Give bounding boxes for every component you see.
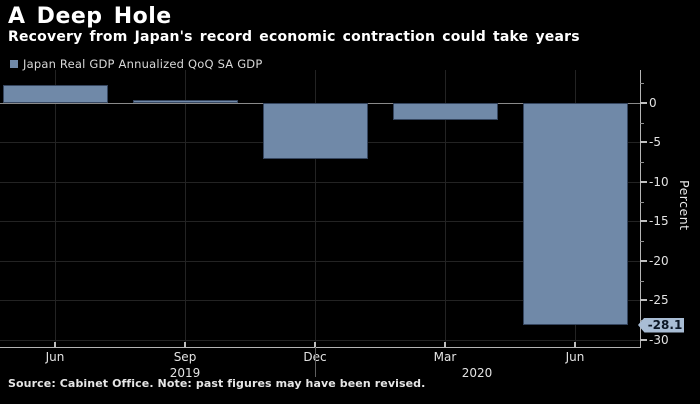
bar-jun-2020	[522, 102, 628, 325]
y-tick-label: -20	[649, 253, 669, 268]
y-tick-label: -5	[649, 135, 661, 150]
x-tick-label: Jun	[45, 350, 65, 364]
year-label: 2020	[461, 366, 493, 380]
y-tick	[640, 141, 647, 144]
gridline-horizontal	[0, 300, 640, 302]
source-note: Source: Cabinet Office. Note: past figur…	[8, 377, 426, 390]
year-label: 2019	[169, 366, 201, 380]
bar-jun-2019	[2, 85, 108, 103]
y-tick	[640, 101, 647, 104]
y-tick-label: -10	[649, 174, 669, 189]
y-tick	[640, 259, 647, 262]
gridline-vertical	[315, 70, 316, 347]
gridline-horizontal	[0, 260, 640, 262]
y-tick-label: -30	[649, 333, 669, 347]
y-axis-title: Percent	[677, 180, 692, 231]
x-tick-label: Jun	[565, 350, 585, 364]
y-minor-tick	[640, 162, 644, 163]
y-axis-line	[640, 70, 641, 347]
y-tick	[640, 220, 647, 223]
gridline-vertical	[185, 70, 186, 347]
chart-title: A Deep Hole	[8, 4, 172, 29]
y-tick-label: -15	[649, 214, 669, 229]
gridline-horizontal	[0, 340, 640, 341]
bar-mar-2020	[392, 102, 498, 121]
y-tick-label: -25	[649, 293, 669, 308]
y-minor-tick	[640, 241, 644, 243]
x-tick	[314, 342, 316, 347]
x-tick	[184, 342, 186, 347]
y-tick	[640, 339, 647, 341]
y-tick	[640, 180, 647, 183]
gridline-vertical	[445, 70, 446, 347]
gridline-horizontal	[0, 181, 640, 183]
legend: Japan Real GDP Annualized QoQ SA GDP	[10, 57, 263, 71]
legend-swatch-icon	[10, 60, 18, 68]
y-minor-tick	[640, 122, 644, 124]
gridline-horizontal	[0, 221, 640, 223]
year-separator-line	[315, 347, 316, 377]
y-minor-tick	[640, 201, 644, 203]
bar-sep-2019	[132, 100, 238, 103]
y-tick-label: 0	[649, 95, 657, 110]
x-axis-line	[0, 347, 641, 348]
x-tick	[574, 342, 576, 347]
x-tick	[444, 342, 446, 347]
gridline-vertical	[55, 70, 56, 347]
bar-dec-2019	[262, 102, 368, 159]
chart-subtitle: Recovery from Japan's record economic co…	[8, 29, 580, 45]
value-annotation-badge: -28.1	[638, 317, 684, 333]
y-minor-tick	[640, 280, 644, 282]
legend-label: Japan Real GDP Annualized QoQ SA GDP	[23, 57, 263, 71]
x-tick	[54, 342, 56, 347]
x-tick-label: Sep	[173, 350, 197, 364]
y-tick	[640, 299, 647, 302]
x-tick-label: Mar	[433, 350, 457, 364]
y-minor-tick	[640, 82, 644, 84]
